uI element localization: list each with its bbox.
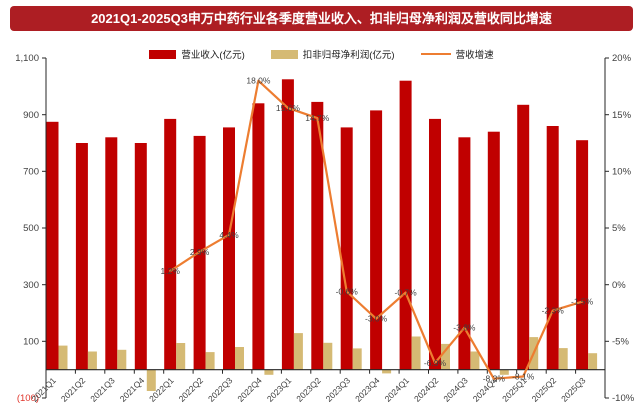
x-axis-label: 2025Q3 <box>559 375 588 404</box>
growth-line <box>169 79 584 380</box>
profit-bar <box>205 352 215 370</box>
revenue-bar <box>252 103 265 370</box>
revenue-bar <box>223 127 235 370</box>
growth-swatch-icon <box>420 52 451 56</box>
revenue-bar <box>340 127 353 370</box>
profit-bar <box>87 351 97 370</box>
profit-bar <box>411 336 421 370</box>
x-axis-label: 2023Q1 <box>265 375 294 404</box>
right-axis-tick-label: 20% <box>612 53 632 64</box>
profit-bar <box>235 347 244 370</box>
legend-label-revenue: 营业收入(亿元) <box>181 50 245 61</box>
growth-point-label: 15.6% <box>276 103 301 113</box>
profit-bar <box>470 351 480 370</box>
x-axis-label: 2023Q3 <box>324 375 353 404</box>
profit-bar <box>117 349 127 370</box>
revenue-bar <box>429 118 441 370</box>
legend-item-revenue: 营业收入(亿元) <box>149 47 245 61</box>
x-axis-label: 2024Q3 <box>441 375 470 404</box>
growth-point-label: -8.3% <box>483 374 506 384</box>
revenue-bar <box>576 140 589 370</box>
left-axis-tick-label: 300 <box>23 280 39 291</box>
revenue-swatch-icon <box>149 49 177 59</box>
profit-bar <box>176 343 186 370</box>
growth-point-label: -2.3% <box>542 306 565 316</box>
x-axis-label: 2024Q2 <box>412 375 441 404</box>
profit-bar <box>588 353 598 370</box>
revenue-bar <box>75 143 88 370</box>
revenue-bar <box>311 101 324 370</box>
legend-item-growth: 营收增速 <box>420 47 494 61</box>
legend-item-profit: 扣非归母净利润(亿元) <box>270 47 395 61</box>
profit-bar <box>323 342 333 370</box>
growth-point-label: -8.1% <box>512 372 535 382</box>
growth-point-label: 2.9% <box>190 247 210 257</box>
x-axis-label: 2024Q1 <box>383 375 412 404</box>
growth-point-label: 1.2% <box>161 266 181 276</box>
profit-bar <box>558 348 568 370</box>
revenue-bar <box>134 143 147 370</box>
legend-label-growth: 营收增速 <box>455 50 494 61</box>
revenue-bar <box>105 137 118 370</box>
growth-point-label: -3.0% <box>365 314 388 324</box>
profit-bar <box>146 369 156 391</box>
revenue-bar <box>164 118 177 370</box>
left-axis-tick-label: 100 <box>23 337 39 348</box>
x-axis-label: 2022Q3 <box>206 375 235 404</box>
growth-point-label: -3.8% <box>453 323 476 333</box>
profit-bar <box>264 369 274 375</box>
revenue-bar <box>458 137 471 370</box>
growth-point-label: 18.0% <box>246 76 271 86</box>
profit-bar <box>293 333 303 370</box>
legend-label-profit: 扣非归母净利润(亿元) <box>302 50 395 61</box>
chart-legend: 营业收入(亿元) 扣非归母净利润(亿元) 营收增速 <box>0 47 643 61</box>
x-axis-label: 2021Q2 <box>59 375 88 404</box>
revenue-bar <box>46 121 59 370</box>
right-axis-tick-label: 10% <box>612 167 632 178</box>
revenue-bar <box>517 104 530 370</box>
right-axis-tick-label: -10% <box>612 393 635 404</box>
left-axis-tick-label: 700 <box>23 167 39 178</box>
chart-title-banner: 2021Q1-2025Q3申万中药行业各季度营业收入、扣非归母净利润及营收同比增… <box>10 6 633 31</box>
growth-point-label: 14.7% <box>305 113 330 123</box>
revenue-bar <box>399 80 412 370</box>
left-axis-tick-label: 900 <box>23 110 39 121</box>
left-axis-tick-label: (100) <box>17 393 39 404</box>
growth-point-label: 4.4% <box>219 230 239 240</box>
revenue-bar <box>281 79 294 370</box>
right-axis-tick-label: 0% <box>612 280 626 291</box>
growth-point-label: -6.9% <box>424 358 447 368</box>
left-axis-tick-label: 1,100 <box>15 53 39 64</box>
x-axis-label: 2021Q4 <box>118 375 147 404</box>
growth-point-label: -0.6% <box>336 287 359 297</box>
profit-bar <box>58 345 68 370</box>
right-axis-tick-label: -5% <box>612 337 629 348</box>
left-axis-tick-label: 500 <box>23 223 39 234</box>
x-axis-label: 2021Q1 <box>29 375 58 404</box>
x-axis-label: 2022Q2 <box>177 375 206 404</box>
growth-point-label: -0.7% <box>394 288 417 298</box>
right-axis-tick-label: 15% <box>612 110 632 121</box>
revenue-bar <box>370 110 383 370</box>
profit-bar <box>441 343 450 370</box>
x-axis-label: 2022Q4 <box>235 375 264 404</box>
x-axis-label: 2023Q2 <box>294 375 323 404</box>
revenue-bar <box>487 131 500 370</box>
profit-bar <box>352 348 362 370</box>
profit-swatch-icon <box>270 49 298 59</box>
right-axis-tick-label: 5% <box>612 223 626 234</box>
revenue-bar <box>546 126 559 370</box>
x-axis-label: 2023Q4 <box>353 375 382 404</box>
profit-bar <box>499 369 509 375</box>
profit-bar <box>382 369 392 374</box>
x-axis-label: 2021Q3 <box>88 375 117 404</box>
chart-title-text: 2021Q1-2025Q3申万中药行业各季度营业收入、扣非归母净利润及营收同比增… <box>91 11 552 26</box>
growth-point-label: -1.5% <box>571 297 594 307</box>
